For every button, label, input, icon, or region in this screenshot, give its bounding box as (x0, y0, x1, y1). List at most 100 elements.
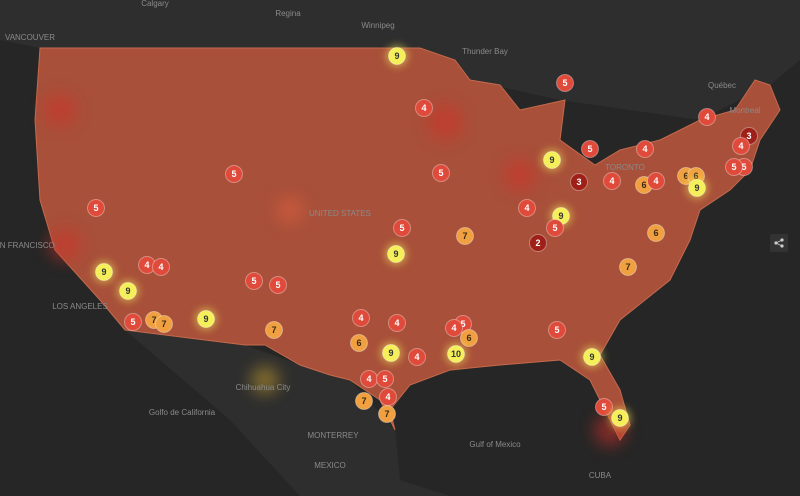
cluster-marker[interactable]: 9 (386, 45, 408, 67)
cluster-marker[interactable]: 4 (732, 137, 750, 155)
cluster-marker[interactable]: 4 (603, 172, 621, 190)
cluster-circle (636, 140, 654, 158)
cluster-marker[interactable]: 4 (152, 258, 170, 276)
cluster-marker[interactable]: 4 (518, 199, 536, 217)
cluster-marker[interactable]: 9 (117, 280, 139, 302)
cluster-count: 4 (144, 260, 149, 270)
cluster-marker[interactable]: 10 (445, 343, 467, 365)
cluster-count: 5 (460, 319, 465, 329)
cluster-marker[interactable]: 4 (379, 388, 397, 406)
cluster-marker[interactable]: 4 (647, 172, 665, 190)
cluster-circle (350, 334, 368, 352)
cluster-count: 9 (694, 183, 699, 193)
cluster-marker[interactable]: 5 (546, 219, 564, 237)
cluster-circle (387, 245, 405, 263)
cluster-count: 5 (601, 402, 606, 412)
cluster-count: 4 (704, 112, 709, 122)
cluster-marker[interactable]: 7 (155, 315, 173, 333)
cluster-marker[interactable]: 5 (269, 276, 287, 294)
cluster-marker[interactable]: 4 (698, 108, 716, 126)
place-label: UNITED STATES (309, 209, 371, 218)
cluster-marker[interactable]: 5 (595, 398, 613, 416)
cluster-circle (647, 224, 665, 242)
cluster-marker[interactable]: 9 (609, 407, 631, 429)
place-labels: Calgary Regina Winnipeg VANCOUVER Thunder Ba… (0, 0, 761, 480)
cluster-count: 6 (356, 338, 361, 348)
cluster-marker[interactable]: 5 (124, 313, 142, 331)
cluster-marker[interactable]: 7 (456, 227, 474, 245)
cluster-circle (619, 258, 637, 276)
cluster-count: 4 (385, 392, 390, 402)
cluster-marker[interactable]: 4 (360, 370, 378, 388)
cluster-marker[interactable]: 9 (541, 149, 563, 171)
cluster-marker[interactable]: 4 (408, 348, 426, 366)
cluster-marker[interactable]: 5 (376, 370, 394, 388)
cluster-marker[interactable]: 9 (93, 261, 115, 283)
cluster-count: 7 (151, 315, 156, 325)
place-label: MEXICO (314, 461, 346, 470)
cluster-marker[interactable]: 9 (385, 243, 407, 265)
cluster-marker[interactable]: 2 (529, 234, 547, 252)
cluster-count: 7 (384, 409, 389, 419)
cluster-circle (352, 309, 370, 327)
cluster-marker[interactable]: 5 (725, 158, 743, 176)
cluster-marker[interactable]: 3 (570, 173, 588, 191)
cluster-marker[interactable]: 4 (636, 140, 654, 158)
cluster-marker[interactable]: 4 (352, 309, 370, 327)
cluster-circle (529, 234, 547, 252)
cluster-marker[interactable]: 5 (581, 140, 599, 158)
cluster-marker[interactable]: 4 (445, 319, 463, 337)
cluster-circle (388, 314, 406, 332)
place-label: Regina (275, 9, 301, 18)
cluster-marker[interactable]: 7 (265, 321, 283, 339)
cluster-marker[interactable]: 6 (460, 329, 478, 347)
cluster-count: 6 (653, 228, 658, 238)
cluster-marker[interactable]: 9 (380, 342, 402, 364)
cluster-marker[interactable]: 4 (388, 314, 406, 332)
place-label: CUBA (589, 471, 612, 480)
cluster-marker[interactable]: 5 (245, 272, 263, 290)
heat-glow (44, 94, 626, 446)
cluster-count: 5 (382, 374, 387, 384)
cluster-circle (732, 137, 750, 155)
cluster-count: 3 (746, 131, 751, 141)
cluster-marker[interactable]: 7 (619, 258, 637, 276)
cluster-marker[interactable]: 4 (415, 99, 433, 117)
cluster-marker[interactable]: 5 (225, 165, 243, 183)
cluster-circle (87, 199, 105, 217)
cluster-count: 4 (451, 323, 456, 333)
cluster-marker[interactable]: 9 (581, 346, 603, 368)
cluster-marker[interactable]: 6 (350, 334, 368, 352)
place-label: Montreal (729, 106, 760, 115)
canada-land (0, 0, 800, 120)
cluster-count: 5 (741, 162, 746, 172)
cluster-circle (197, 310, 215, 328)
mexico-land (125, 330, 450, 496)
cluster-count: 5 (562, 78, 567, 88)
cluster-marker[interactable]: 9 (686, 177, 708, 199)
cluster-marker[interactable]: 7 (378, 405, 396, 423)
cluster-marker[interactable]: 5 (548, 321, 566, 339)
cluster-circle (388, 47, 406, 65)
cluster-marker[interactable]: 5 (432, 164, 450, 182)
cluster-count: 4 (158, 262, 163, 272)
cluster-circle (269, 276, 287, 294)
cluster-marker[interactable]: 9 (195, 308, 217, 330)
cluster-circle (456, 227, 474, 245)
cluster-count: 5 (231, 169, 236, 179)
cluster-count: 9 (549, 155, 554, 165)
place-label: VANCOUVER (5, 33, 55, 42)
cluster-circle (225, 165, 243, 183)
share-button[interactable] (770, 234, 788, 252)
cluster-count: 9 (203, 314, 208, 324)
cluster-circle (379, 388, 397, 406)
cluster-marker[interactable]: 5 (556, 74, 574, 92)
cluster-count: 9 (393, 249, 398, 259)
cluster-marker[interactable]: 5 (87, 199, 105, 217)
cluster-count: 4 (609, 176, 614, 186)
cluster-marker[interactable]: 7 (355, 392, 373, 410)
cluster-marker[interactable]: 5 (393, 219, 411, 237)
cluster-circle (245, 272, 263, 290)
cluster-marker[interactable]: 6 (647, 224, 665, 242)
